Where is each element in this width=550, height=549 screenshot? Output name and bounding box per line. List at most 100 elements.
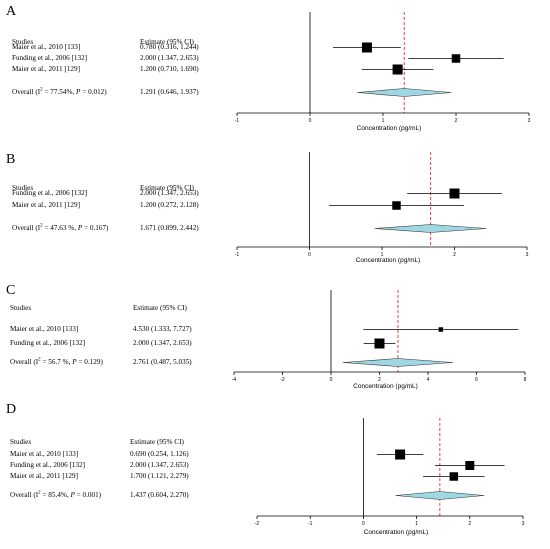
overall-eq: = 47.63 %, [42, 224, 78, 232]
study-name: Maier et al., 2010 [133] [12, 43, 81, 51]
overall-p: P [76, 88, 81, 96]
studies-column-header: Studies [10, 438, 32, 446]
x-tick-label: -2 [255, 521, 260, 527]
studies-column-header: Studies [10, 304, 32, 312]
x-tick-label: -4 [232, 377, 237, 383]
study-estimate-text: 2.000 (1.347, 2.653) [130, 461, 189, 469]
study-name: Maier et al., 2010 [133] [10, 325, 79, 333]
overall-pval: = 0.012) [80, 88, 107, 96]
x-tick-label: -1 [235, 118, 240, 124]
panel-label: D [6, 402, 17, 417]
overall-label: Overall (I2 = 47.63 %, P = 0.167) [12, 224, 108, 233]
x-tick-label: 2 [468, 521, 471, 527]
overall-sup: 2 [40, 87, 43, 93]
estimate-column-header: Estimate (95% CI) [130, 438, 184, 446]
overall-pval: = 0.001) [74, 491, 102, 499]
overall-eq: = 77.54%, [42, 88, 77, 96]
overall-p: P [72, 358, 77, 366]
overall-p: P [70, 491, 75, 499]
study-name: Funding et al., 2006 [132] [10, 461, 86, 469]
x-tick-label: 0 [330, 377, 333, 383]
study-point-marker [449, 472, 459, 481]
overall-prefix: Overall (I [10, 358, 39, 366]
x-tick-label: -1 [235, 252, 240, 258]
study-estimate-text: 4.530 (1.333, 7.727) [133, 325, 192, 333]
x-tick-label: -2 [280, 377, 285, 383]
study-point-marker [465, 461, 475, 470]
x-tick-label: -1 [308, 521, 313, 527]
x-tick-label: 6 [475, 377, 478, 383]
overall-estimate-text: 1.291 (0.646, 1.937) [140, 88, 199, 96]
study-estimate-text: 2.000 (1.347, 2.653) [140, 189, 199, 197]
study-estimate-text: 1.700 (1.121, 2.279) [130, 472, 189, 480]
study-name: Funding et al., 2006 [132] [12, 54, 88, 62]
overall-sup: 2 [38, 490, 41, 496]
x-tick-label: 8 [524, 377, 527, 383]
study-estimate-text: 0.690 (0.254, 1.126) [130, 450, 189, 458]
overall-label: Overall (I2 = 56.7 %, P = 0.129) [10, 358, 103, 367]
x-tick-label: 2 [378, 377, 381, 383]
study-name: Funding et al., 2006 [132] [12, 189, 88, 197]
x-tick-label: 3 [528, 118, 531, 124]
overall-label: Overall (I2 = 85.4%, P = 0.001) [10, 491, 101, 500]
x-tick-label: 1 [381, 252, 384, 258]
study-estimate-text: 2.000 (1.347, 2.653) [140, 54, 199, 62]
x-axis-label: Concentration (pg/mL) [364, 529, 429, 536]
x-tick-label: 0 [308, 252, 311, 258]
panel-label: C [6, 283, 16, 298]
x-axis-label: Concentration (pg/mL) [353, 383, 418, 390]
study-point-marker [361, 42, 372, 53]
study-name: Maier et al., 2011 [129] [12, 201, 80, 209]
overall-diamond [374, 224, 487, 233]
x-tick-label: 0 [309, 118, 312, 124]
overall-estimate-text: 2.761 (0.487, 5.035) [133, 358, 192, 366]
study-point-marker [392, 64, 403, 75]
study-name: Maier et al., 2010 [133] [10, 450, 79, 458]
study-name: Maier et al., 2011 [129] [10, 472, 78, 480]
study-point-marker [395, 449, 406, 460]
overall-sup: 2 [40, 223, 43, 229]
panel-label: B [6, 152, 16, 167]
x-tick-label: 2 [455, 118, 458, 124]
estimate-column-header: Estimate (95% CI) [140, 184, 194, 192]
estimate-column-header: Estimate (95% CI) [140, 38, 194, 46]
study-estimate-text: 2.000 (1.347, 2.653) [133, 339, 192, 347]
study-point-marker [392, 201, 401, 210]
overall-prefix: Overall (I [12, 88, 41, 96]
study-name: Funding et al., 2006 [132] [10, 339, 86, 347]
overall-prefix: Overall (I [10, 491, 39, 499]
x-axis-label: Concentration (pg/mL) [357, 125, 422, 132]
estimate-column-header: Estimate (95% CI) [133, 304, 187, 312]
study-estimate-text: 0.780 (0.316, 1.244) [140, 43, 199, 51]
overall-estimate-text: 1.437 (0.604, 2.270) [130, 491, 189, 499]
overall-sup: 2 [38, 357, 41, 363]
overall-diamond [395, 491, 485, 500]
overall-pval: = 0.129) [76, 358, 103, 366]
panel-label: A [6, 4, 17, 19]
x-tick-label: 3 [526, 252, 529, 258]
x-tick-label: 4 [427, 377, 430, 383]
x-axis-label: Concentration (pg/mL) [356, 257, 421, 264]
overall-label: Overall (I2 = 77.54%, P = 0.012) [12, 88, 107, 97]
overall-p: P [77, 224, 83, 232]
x-tick-label: 0 [362, 521, 365, 527]
x-tick-label: 1 [382, 118, 385, 124]
studies-column-header: Studies [12, 184, 34, 192]
overall-eq: = 85.4%, [40, 491, 71, 499]
study-estimate-text: 1.200 (0.710, 1.690) [140, 65, 199, 73]
overall-prefix: Overall (I [12, 224, 41, 232]
overall-eq: = 56.7 %, [40, 358, 73, 366]
overall-diamond [357, 88, 452, 97]
overall-diamond [342, 358, 454, 367]
study-point-marker [449, 188, 460, 199]
x-tick-label: 1 [415, 521, 418, 527]
overall-estimate-text: 1.671 (0.899, 2.442) [140, 224, 199, 232]
study-point-marker [438, 327, 444, 332]
